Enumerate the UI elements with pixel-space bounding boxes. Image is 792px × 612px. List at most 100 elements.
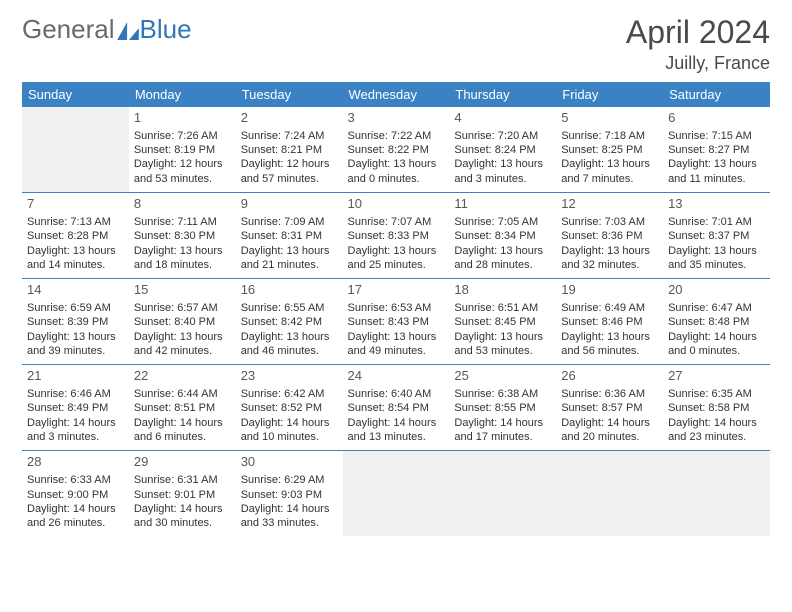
day-sunrise: Sunrise: 7:24 AM <box>241 129 338 143</box>
calendar-day-cell: 5Sunrise: 7:18 AMSunset: 8:25 PMDaylight… <box>556 107 663 193</box>
day-number: 21 <box>27 368 124 385</box>
day-number: 26 <box>561 368 658 385</box>
day-day2: and 28 minutes. <box>454 258 551 272</box>
day-number: 14 <box>27 282 124 299</box>
day-day2: and 3 minutes. <box>454 172 551 186</box>
day-day2: and 26 minutes. <box>27 516 124 530</box>
day-day1: Daylight: 12 hours <box>241 157 338 171</box>
day-sunrise: Sunrise: 7:01 AM <box>668 215 765 229</box>
day-number: 1 <box>134 110 231 127</box>
day-sunrise: Sunrise: 7:11 AM <box>134 215 231 229</box>
day-sunrise: Sunrise: 6:51 AM <box>454 301 551 315</box>
day-number: 16 <box>241 282 338 299</box>
day-number: 3 <box>348 110 445 127</box>
day-sunrise: Sunrise: 6:59 AM <box>27 301 124 315</box>
day-day2: and 42 minutes. <box>134 344 231 358</box>
calendar-empty-cell <box>449 451 556 537</box>
day-sunrise: Sunrise: 6:40 AM <box>348 387 445 401</box>
calendar-day-cell: 26Sunrise: 6:36 AMSunset: 8:57 PMDayligh… <box>556 365 663 451</box>
calendar-day-cell: 15Sunrise: 6:57 AMSunset: 8:40 PMDayligh… <box>129 279 236 365</box>
day-day1: Daylight: 13 hours <box>668 244 765 258</box>
day-sunset: Sunset: 8:34 PM <box>454 229 551 243</box>
calendar-week-row: 7Sunrise: 7:13 AMSunset: 8:28 PMDaylight… <box>22 193 770 279</box>
day-day2: and 56 minutes. <box>561 344 658 358</box>
day-sunrise: Sunrise: 6:46 AM <box>27 387 124 401</box>
logo-sail-icon <box>117 22 139 40</box>
day-number: 13 <box>668 196 765 213</box>
dow-header: Wednesday <box>343 82 450 107</box>
day-sunset: Sunset: 8:51 PM <box>134 401 231 415</box>
dow-header: Monday <box>129 82 236 107</box>
day-day2: and 23 minutes. <box>668 430 765 444</box>
day-day2: and 53 minutes. <box>134 172 231 186</box>
day-day1: Daylight: 14 hours <box>668 416 765 430</box>
day-day1: Daylight: 13 hours <box>241 330 338 344</box>
calendar-day-cell: 4Sunrise: 7:20 AMSunset: 8:24 PMDaylight… <box>449 107 556 193</box>
day-day1: Daylight: 13 hours <box>561 244 658 258</box>
day-day2: and 0 minutes. <box>668 344 765 358</box>
day-sunset: Sunset: 8:25 PM <box>561 143 658 157</box>
day-day1: Daylight: 13 hours <box>348 157 445 171</box>
day-number: 25 <box>454 368 551 385</box>
day-sunrise: Sunrise: 6:49 AM <box>561 301 658 315</box>
day-sunrise: Sunrise: 7:18 AM <box>561 129 658 143</box>
day-number: 9 <box>241 196 338 213</box>
day-day1: Daylight: 13 hours <box>348 330 445 344</box>
day-day1: Daylight: 14 hours <box>454 416 551 430</box>
day-number: 6 <box>668 110 765 127</box>
day-number: 4 <box>454 110 551 127</box>
day-day1: Daylight: 14 hours <box>668 330 765 344</box>
day-day1: Daylight: 13 hours <box>454 157 551 171</box>
calendar-day-cell: 16Sunrise: 6:55 AMSunset: 8:42 PMDayligh… <box>236 279 343 365</box>
day-sunset: Sunset: 9:03 PM <box>241 488 338 502</box>
day-sunrise: Sunrise: 6:38 AM <box>454 387 551 401</box>
day-day2: and 3 minutes. <box>27 430 124 444</box>
day-number: 11 <box>454 196 551 213</box>
day-sunset: Sunset: 8:31 PM <box>241 229 338 243</box>
day-number: 22 <box>134 368 231 385</box>
day-sunrise: Sunrise: 7:22 AM <box>348 129 445 143</box>
logo: General Blue <box>22 14 192 45</box>
day-day1: Daylight: 14 hours <box>241 416 338 430</box>
calendar-day-cell: 28Sunrise: 6:33 AMSunset: 9:00 PMDayligh… <box>22 451 129 537</box>
calendar-day-cell: 25Sunrise: 6:38 AMSunset: 8:55 PMDayligh… <box>449 365 556 451</box>
day-sunset: Sunset: 8:43 PM <box>348 315 445 329</box>
day-day1: Daylight: 13 hours <box>348 244 445 258</box>
day-day2: and 33 minutes. <box>241 516 338 530</box>
day-number: 24 <box>348 368 445 385</box>
calendar-day-cell: 21Sunrise: 6:46 AMSunset: 8:49 PMDayligh… <box>22 365 129 451</box>
day-day2: and 39 minutes. <box>27 344 124 358</box>
day-number: 30 <box>241 454 338 471</box>
day-day2: and 13 minutes. <box>348 430 445 444</box>
calendar-day-cell: 2Sunrise: 7:24 AMSunset: 8:21 PMDaylight… <box>236 107 343 193</box>
dow-header: Saturday <box>663 82 770 107</box>
calendar-week-row: 21Sunrise: 6:46 AMSunset: 8:49 PMDayligh… <box>22 365 770 451</box>
day-sunset: Sunset: 9:01 PM <box>134 488 231 502</box>
day-sunrise: Sunrise: 6:57 AM <box>134 301 231 315</box>
day-day2: and 17 minutes. <box>454 430 551 444</box>
day-day1: Daylight: 13 hours <box>27 244 124 258</box>
day-number: 12 <box>561 196 658 213</box>
day-day1: Daylight: 13 hours <box>134 244 231 258</box>
day-number: 10 <box>348 196 445 213</box>
day-number: 18 <box>454 282 551 299</box>
day-sunset: Sunset: 8:33 PM <box>348 229 445 243</box>
day-day2: and 49 minutes. <box>348 344 445 358</box>
day-sunrise: Sunrise: 6:31 AM <box>134 473 231 487</box>
page-title: April 2024 <box>626 14 770 51</box>
day-day2: and 53 minutes. <box>454 344 551 358</box>
day-sunset: Sunset: 8:27 PM <box>668 143 765 157</box>
calendar-body: 1Sunrise: 7:26 AMSunset: 8:19 PMDaylight… <box>22 107 770 536</box>
day-number: 20 <box>668 282 765 299</box>
calendar-empty-cell <box>343 451 450 537</box>
header: General Blue April 2024 Juilly, France <box>22 14 770 74</box>
calendar-day-cell: 6Sunrise: 7:15 AMSunset: 8:27 PMDaylight… <box>663 107 770 193</box>
day-day2: and 6 minutes. <box>134 430 231 444</box>
calendar-day-cell: 20Sunrise: 6:47 AMSunset: 8:48 PMDayligh… <box>663 279 770 365</box>
day-sunrise: Sunrise: 6:42 AM <box>241 387 338 401</box>
day-number: 19 <box>561 282 658 299</box>
calendar-day-cell: 8Sunrise: 7:11 AMSunset: 8:30 PMDaylight… <box>129 193 236 279</box>
title-block: April 2024 Juilly, France <box>626 14 770 74</box>
day-sunset: Sunset: 8:21 PM <box>241 143 338 157</box>
day-sunrise: Sunrise: 6:53 AM <box>348 301 445 315</box>
